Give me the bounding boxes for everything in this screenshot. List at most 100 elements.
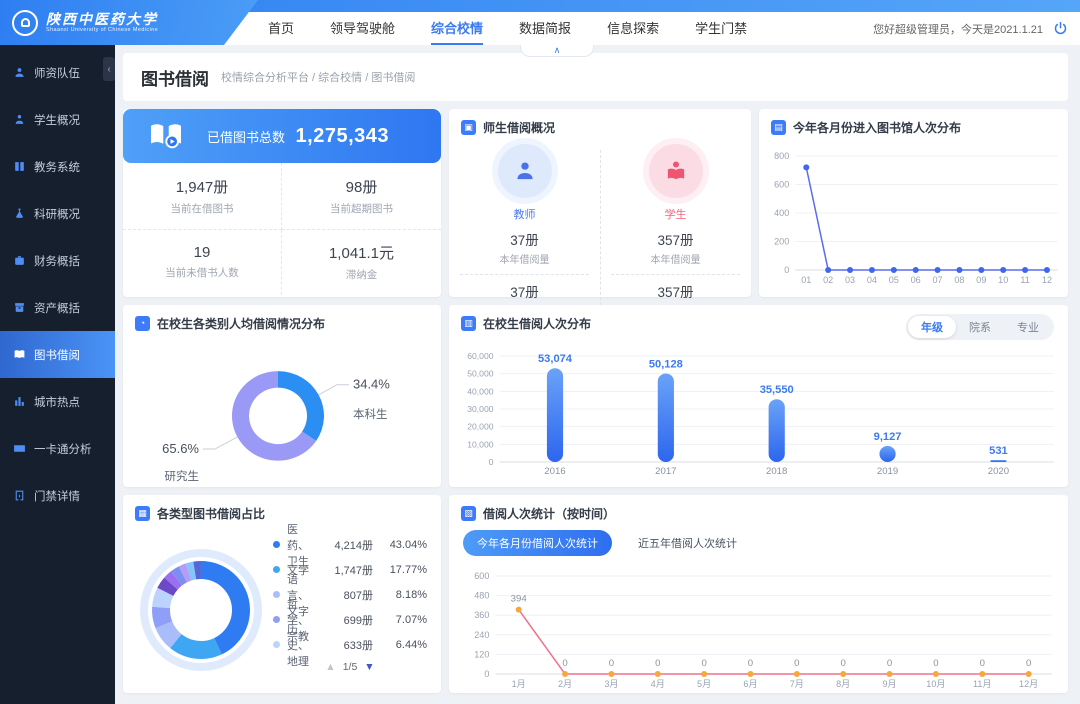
page-down-icon[interactable]: ▼ [364, 661, 375, 673]
open-book-play-icon [151, 124, 181, 149]
nav-item-campus-overview[interactable]: 综合校情 [431, 12, 484, 45]
monthly-stats-button[interactable]: 今年各月份借阅人次统计 [463, 530, 612, 556]
svg-text:09: 09 [976, 275, 986, 285]
stat-late-fee: 1,041.1元 滞纳金 [328, 245, 395, 282]
year-dept-major-tabs: 年级 院系 专业 [906, 314, 1054, 340]
svg-text:394: 394 [511, 594, 528, 605]
teacher-role-label: 教师 [513, 209, 536, 221]
sidebar-item-faculty[interactable]: 师资队伍 [0, 49, 115, 96]
svg-text:360: 360 [474, 610, 489, 620]
student-role-label: 学生 [664, 209, 687, 221]
flask-icon [16, 208, 23, 218]
sidebar-item-research[interactable]: 科研概况 [0, 190, 115, 237]
student-year-stat: 357册 本年借阅量 [650, 233, 701, 266]
card-icon: ▣ [461, 120, 476, 135]
legend-item: 历史、地理 633册 6.44% [273, 624, 427, 668]
svg-text:0: 0 [794, 658, 799, 669]
card-title: 在校生借阅人次分布 [483, 317, 592, 331]
person-icon [15, 115, 24, 124]
book-types-donut-chart [140, 549, 262, 671]
svg-text:01: 01 [801, 275, 811, 285]
breadcrumb-bar: 图书借阅 校情综合分析平台 / 综合校情 / 图书借阅 [123, 53, 1068, 101]
university-name-en: Shaanxi University of Chinese Medicine [46, 27, 159, 33]
legend-dot [273, 566, 280, 573]
legend-dot [273, 616, 280, 623]
borrow-total-value: 1,275,343 [295, 124, 389, 147]
page-up-icon[interactable]: ▲ [325, 661, 336, 673]
card-title: 师生借阅概况 [483, 121, 556, 135]
open-book-icon [14, 350, 25, 359]
svg-text:0: 0 [980, 658, 985, 669]
stat-no-borrow-people: 19 当前未借书人数 [123, 229, 282, 295]
svg-text:200: 200 [774, 237, 789, 247]
nav-item-data-brief[interactable]: 数据简报 [519, 21, 572, 36]
sidebar-item-students[interactable]: 学生概况 [0, 96, 115, 143]
svg-text:50,000: 50,000 [467, 369, 493, 379]
tab-department[interactable]: 院系 [969, 322, 991, 334]
nav-item-home[interactable]: 首页 [268, 21, 295, 36]
svg-text:240: 240 [474, 630, 489, 640]
card-title: 借阅人次统计（按时间） [483, 507, 616, 521]
card-icon: ▤ [771, 120, 786, 135]
book-icon [15, 162, 24, 171]
collapse-caret-icon: ∧ [553, 45, 561, 55]
nav-item-info-explore[interactable]: 信息探索 [607, 21, 660, 36]
tab-grade[interactable]: 年级 [908, 316, 956, 338]
top-header: 陕西中医药大学 Shaanxi University of Chinese Me… [0, 0, 1080, 45]
svg-text:08: 08 [954, 275, 964, 285]
sidebar-item-campus-card[interactable]: 一卡通分析 [0, 425, 115, 472]
stat-overdue-books: 98册 当前超期图书 [282, 163, 441, 230]
svg-text:9月: 9月 [882, 679, 896, 689]
page-indicator: 1/5 [342, 661, 358, 673]
borrow-stats-grid: 1,947册 当前在借图书 98册 当前超期图书 19 当前未借书人数 1,04… [123, 163, 441, 295]
time-filter-buttons: 今年各月份借阅人次统计 近五年借阅人次统计 [449, 528, 1068, 560]
sidebar-collapse-button[interactable]: ‹ [103, 57, 115, 81]
svg-text:20,000: 20,000 [467, 422, 493, 432]
sidebar-item-assets[interactable]: 资产概括 [0, 284, 115, 331]
logout-power-button[interactable] [1053, 21, 1068, 36]
svg-text:35,550: 35,550 [760, 384, 794, 396]
borrow-by-time-card: ▧ 借阅人次统计（按时间） 今年各月份借阅人次统计 近五年借阅人次统计 0 120… [449, 495, 1068, 693]
svg-text:0: 0 [484, 669, 489, 679]
tab-major[interactable]: 专业 [1017, 322, 1039, 334]
door-icon [15, 490, 24, 501]
borrow-total-banner: 已借图书总数 1,275,343 [123, 109, 441, 163]
svg-text:600: 600 [774, 180, 789, 190]
five-year-stats-button[interactable]: 近五年借阅人次统计 [638, 535, 737, 551]
briefcase-icon [15, 256, 24, 265]
svg-text:30,000: 30,000 [467, 404, 493, 414]
svg-text:研究生: 研究生 [165, 469, 199, 483]
university-logo: 陕西中医药大学 Shaanxi University of Chinese Me… [0, 0, 258, 45]
svg-text:12月: 12月 [1019, 679, 1038, 689]
sidebar-item-library[interactable]: 图书借阅 [0, 331, 115, 378]
sidebar-item-access-detail[interactable]: 门禁详情 [0, 472, 115, 519]
monthly-entry-card: ▤ 今年各月份进入图书馆人次分布 0 200 400 600 800 01 02 03 04 05… [759, 109, 1068, 297]
legend-item: 语言、文字 807册 8.18% [273, 574, 427, 618]
card-title: 各类型图书借阅占比 [157, 507, 266, 521]
divider [600, 150, 601, 310]
sidebar-item-academic[interactable]: 教务系统 [0, 143, 115, 190]
sidebar-item-finance[interactable]: 财务概括 [0, 237, 115, 284]
svg-text:60,000: 60,000 [467, 351, 493, 361]
students-by-year-card: ▥ 在校生借阅人次分布 年级 院系 专业 0 10,000 20,000 30,000… [449, 305, 1068, 487]
teacher-icon [516, 162, 533, 180]
svg-text:34.4%: 34.4% [353, 377, 390, 392]
nav-item-cockpit[interactable]: 领导驾驶舱 [330, 21, 396, 36]
teacher-student-card: ▣ 师生借阅概况 教师 37册 本年借阅量 37册 本月借阅量 [449, 109, 751, 318]
svg-text:05: 05 [889, 275, 899, 285]
nav-collapse-notch[interactable]: ∧ [520, 45, 594, 57]
main-content: 图书借阅 校情综合分析平台 / 综合校情 / 图书借阅 已借图书总数 1,275… [115, 45, 1080, 704]
svg-text:8月: 8月 [836, 679, 850, 689]
time-line-chart: 0 120 240 360 480 600 1月 2月 3月 4月 5月 6月 7月 8月 9月 10月 11月… [474, 571, 1052, 689]
svg-text:800: 800 [774, 151, 789, 161]
nav-item-student-access[interactable]: 学生门禁 [695, 21, 748, 36]
sidebar-item-city-hotspots[interactable]: 城市热点 [0, 378, 115, 425]
svg-text:2016: 2016 [544, 466, 565, 477]
legend-dot [273, 641, 280, 648]
per-category-card: ◔ 在校生各类别人均借阅情况分布 34.4% 本科生 65.6% 研究生 [123, 305, 441, 487]
stat-current-borrowed: 1,947册 当前在借图书 [123, 163, 282, 230]
legend-pager: ▲ 1/5 ▼ [273, 661, 427, 673]
student-avatar [648, 144, 703, 198]
card-icon: ▦ [135, 506, 150, 521]
svg-text:2019: 2019 [877, 466, 898, 477]
